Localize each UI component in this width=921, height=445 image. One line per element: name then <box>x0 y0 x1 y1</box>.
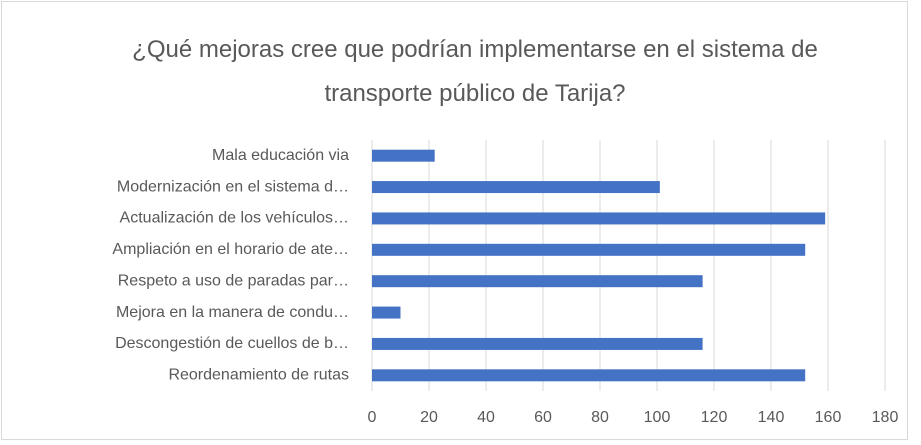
y-tick-label: Mala educación via <box>212 147 349 164</box>
bar <box>372 243 806 256</box>
bar <box>372 369 806 382</box>
x-tick-label: 180 <box>872 409 899 426</box>
bar <box>372 149 435 162</box>
x-tick-label: 0 <box>368 409 377 426</box>
y-tick-label: Mejora en la manera de condu… <box>116 304 349 321</box>
bar <box>372 275 703 288</box>
y-tick-label: Ampliación en el horario de ate… <box>112 241 349 258</box>
bar <box>372 337 703 350</box>
x-tick-label: 160 <box>815 409 842 426</box>
bar <box>372 212 826 225</box>
x-tick-label: 20 <box>420 409 438 426</box>
chart-title: ¿Qué mejoras cree que podrían implementa… <box>132 36 818 107</box>
y-tick-label: Actualización de los vehículos… <box>120 210 349 227</box>
y-tick-label: Respeto a uso de paradas par… <box>118 272 349 289</box>
y-tick-label: Descongestión de cuellos de b… <box>115 335 349 352</box>
x-tick-label: 80 <box>591 409 609 426</box>
x-tick-label: 100 <box>644 409 671 426</box>
x-tick-label: 40 <box>477 409 495 426</box>
y-tick-label: Modernización en el sistema d… <box>117 178 349 195</box>
bar <box>372 306 401 319</box>
bar <box>372 181 660 194</box>
x-tick-label: 140 <box>758 409 785 426</box>
x-tick-label: 60 <box>534 409 552 426</box>
x-tick-label: 120 <box>701 409 728 426</box>
chart-frame <box>1 1 908 440</box>
y-tick-label: Reordenamiento de rutas <box>168 367 349 384</box>
